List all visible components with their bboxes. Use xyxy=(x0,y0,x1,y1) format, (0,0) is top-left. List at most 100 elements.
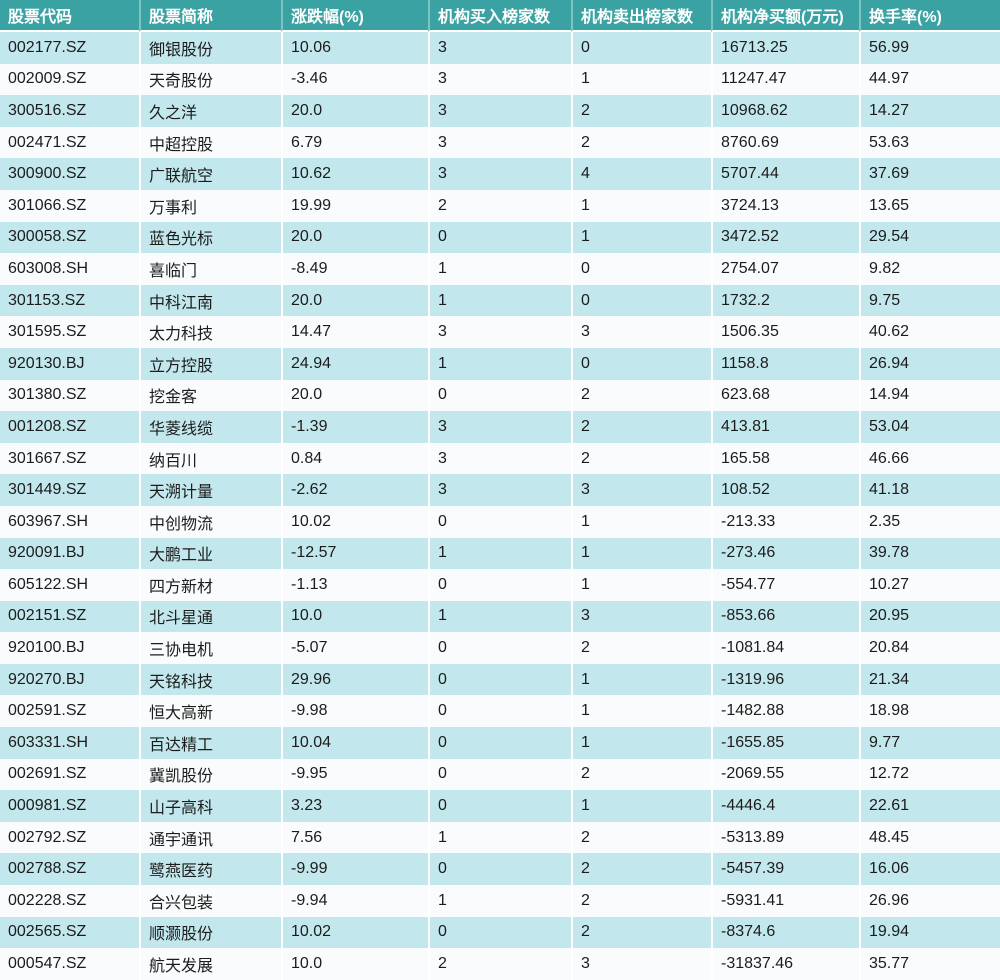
table-cell: 航天发展 xyxy=(139,948,281,980)
table-cell: 2 xyxy=(428,948,571,980)
table-cell: 3 xyxy=(571,474,711,506)
table-cell: -5457.39 xyxy=(711,853,859,886)
table-cell: 2 xyxy=(571,885,711,917)
table-row: 920100.BJ 三协电机 -5.07 0 2 -1081.84 20.84 xyxy=(0,632,1000,664)
table-cell: 2 xyxy=(571,442,711,475)
table-cell: -5313.89 xyxy=(711,821,859,854)
table-cell: 002471.SZ xyxy=(0,126,139,159)
table-cell: 000547.SZ xyxy=(0,948,139,980)
table-row: 300516.SZ 久之洋 20.0 3 2 10968.62 14.27 xyxy=(0,95,1000,127)
table-cell: 56.99 xyxy=(859,32,1000,64)
table-cell: 1 xyxy=(428,821,571,854)
table-cell: 44.97 xyxy=(859,63,1000,96)
table-cell: 1158.8 xyxy=(711,347,859,380)
table-cell: 301066.SZ xyxy=(0,189,139,222)
table-cell: 中超控股 xyxy=(139,126,281,159)
table-cell: 002788.SZ xyxy=(0,853,139,886)
table-cell: 20.0 xyxy=(281,379,428,412)
table-cell: 山子高科 xyxy=(139,790,281,822)
table-cell: -8.49 xyxy=(281,253,428,285)
table-cell: 2754.07 xyxy=(711,253,859,285)
table-cell: 大鹏工业 xyxy=(139,537,281,570)
table-cell: 太力科技 xyxy=(139,316,281,348)
table-cell: 1506.35 xyxy=(711,316,859,348)
table-row: 300900.SZ 广联航空 10.62 3 4 5707.44 37.69 xyxy=(0,158,1000,190)
table-cell: 9.75 xyxy=(859,284,1000,317)
table-cell: 26.94 xyxy=(859,347,1000,380)
table-cell: 11247.47 xyxy=(711,63,859,96)
table-cell: 002151.SZ xyxy=(0,600,139,633)
table-cell: 3 xyxy=(428,442,571,475)
table-cell: 301153.SZ xyxy=(0,284,139,317)
table-cell: 20.95 xyxy=(859,600,1000,633)
table-cell: 002009.SZ xyxy=(0,63,139,96)
table-row: 603331.SH 百达精工 10.04 0 1 -1655.85 9.77 xyxy=(0,727,1000,759)
table-cell: 3 xyxy=(428,474,571,506)
table-cell: -3.46 xyxy=(281,63,428,96)
table-cell: 2 xyxy=(571,632,711,664)
table-cell: 920091.BJ xyxy=(0,537,139,570)
table-cell: 1 xyxy=(571,790,711,822)
table-cell: 挖金客 xyxy=(139,379,281,412)
table-cell: 22.61 xyxy=(859,790,1000,822)
table-cell: 天铭科技 xyxy=(139,663,281,696)
table-row: 002565.SZ 顺灏股份 10.02 0 2 -8374.6 19.94 xyxy=(0,916,1000,949)
table-cell: 2.35 xyxy=(859,505,1000,538)
table-cell: 10.27 xyxy=(859,569,1000,601)
table-cell: 10.02 xyxy=(281,916,428,949)
table-cell: 三协电机 xyxy=(139,632,281,664)
table-cell: -853.66 xyxy=(711,600,859,633)
table-cell: 41.18 xyxy=(859,474,1000,506)
table-cell: 14.94 xyxy=(859,379,1000,412)
table-cell: -9.99 xyxy=(281,853,428,886)
table-cell: 0 xyxy=(428,695,571,728)
table-row: 002792.SZ 通宇通讯 7.56 1 2 -5313.89 48.45 xyxy=(0,821,1000,854)
table-cell: 天奇股份 xyxy=(139,63,281,96)
table-row: 920270.BJ 天铭科技 29.96 0 1 -1319.96 21.34 xyxy=(0,663,1000,696)
table-cell: 1 xyxy=(571,569,711,601)
table-cell: -31837.46 xyxy=(711,948,859,980)
table-cell: 7.56 xyxy=(281,821,428,854)
table-cell: -4446.4 xyxy=(711,790,859,822)
table-cell: 1 xyxy=(428,537,571,570)
table-cell: 10.0 xyxy=(281,600,428,633)
table-cell: 10.02 xyxy=(281,505,428,538)
table-cell: 9.82 xyxy=(859,253,1000,285)
table-cell: 中科江南 xyxy=(139,284,281,317)
table-row: 301153.SZ 中科江南 20.0 1 0 1732.2 9.75 xyxy=(0,284,1000,317)
table-cell: 0 xyxy=(571,253,711,285)
table-cell: 2 xyxy=(571,853,711,886)
column-header-5: 机构卖出榜家数 xyxy=(571,0,711,32)
table-row: 002691.SZ 冀凯股份 -9.95 0 2 -2069.55 12.72 xyxy=(0,758,1000,791)
table-cell: 2 xyxy=(571,411,711,443)
table-cell: 3 xyxy=(571,600,711,633)
table-cell: -9.95 xyxy=(281,758,428,791)
table-cell: 26.96 xyxy=(859,885,1000,917)
table-cell: 3 xyxy=(428,411,571,443)
table-cell: 3472.52 xyxy=(711,221,859,254)
table-cell: -5.07 xyxy=(281,632,428,664)
table-cell: 920100.BJ xyxy=(0,632,139,664)
table-cell: 1 xyxy=(571,63,711,96)
table-cell: 002228.SZ xyxy=(0,885,139,917)
table-cell: 301449.SZ xyxy=(0,474,139,506)
table-body: 002177.SZ 御银股份 10.06 3 0 16713.25 56.99 002009.… xyxy=(0,32,1000,980)
table-cell: 天溯计量 xyxy=(139,474,281,506)
table-cell: -213.33 xyxy=(711,505,859,538)
table-cell: 喜临门 xyxy=(139,253,281,285)
table-cell: 1 xyxy=(428,600,571,633)
table-cell: 301380.SZ xyxy=(0,379,139,412)
table-cell: 4 xyxy=(571,158,711,190)
table-cell: 1 xyxy=(428,347,571,380)
table-cell: 0 xyxy=(428,505,571,538)
table-cell: 20.0 xyxy=(281,221,428,254)
table-cell: 万事利 xyxy=(139,189,281,222)
table-row: 603967.SH 中创物流 10.02 0 1 -213.33 2.35 xyxy=(0,505,1000,538)
table-cell: 10.04 xyxy=(281,727,428,759)
table-cell: 3 xyxy=(428,63,571,96)
table-cell: 合兴包装 xyxy=(139,885,281,917)
table-cell: 通宇通讯 xyxy=(139,821,281,854)
table-cell: 6.79 xyxy=(281,126,428,159)
table-cell: 1 xyxy=(571,727,711,759)
table-cell: 1 xyxy=(428,253,571,285)
